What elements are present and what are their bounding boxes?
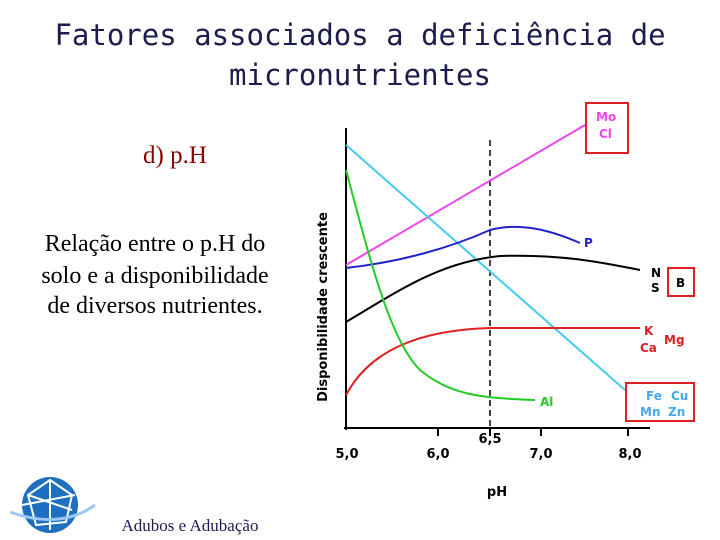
description-line: solo e a disponibilidade [41, 263, 268, 289]
curve-label: Cu [671, 389, 688, 403]
footer: Adubos e Adubação [122, 516, 259, 535]
x-tick-label: 6,0 [426, 447, 449, 462]
curve-label: S [651, 281, 660, 295]
curve-label: N [651, 266, 661, 280]
curve-label: Al [540, 395, 553, 409]
curve-label: Ca [640, 341, 657, 355]
description-line: Relação entre o p.H do [45, 231, 266, 257]
title-line: micronutrientes [229, 58, 491, 92]
subtitle: d) p.H [143, 142, 207, 169]
description-line: de diversos nutrientes. [47, 293, 262, 319]
x-tick-label: 8,0 [618, 447, 641, 462]
curve-label: P [584, 236, 593, 250]
curve-label: Mo [596, 110, 616, 124]
logo [9, 477, 96, 533]
curve-label: K [644, 324, 654, 338]
ticks [437, 428, 629, 436]
diagram: 5,0 6,0 6,5 7,0 8,0 pH Disponibilidade c… [316, 102, 695, 500]
curve-label: Cl [599, 127, 612, 141]
x-tick-label: 7,0 [529, 447, 552, 462]
boxes [585, 102, 695, 422]
curve-label: Mg [664, 333, 685, 347]
curve-label: B [676, 276, 685, 290]
x-tick-label: 6,5 [478, 432, 501, 447]
curves [345, 124, 641, 401]
y-axis-label: Disponibilidade crescente [316, 212, 331, 402]
title-line: Fatores associados a deficiência de [54, 18, 665, 52]
curve-label: Fe [646, 389, 662, 403]
x-tick-label: 5,0 [335, 447, 358, 462]
x-axis-label: pH [487, 485, 507, 500]
curve-label: Mn [640, 405, 660, 419]
curve-label: Zn [668, 405, 685, 419]
